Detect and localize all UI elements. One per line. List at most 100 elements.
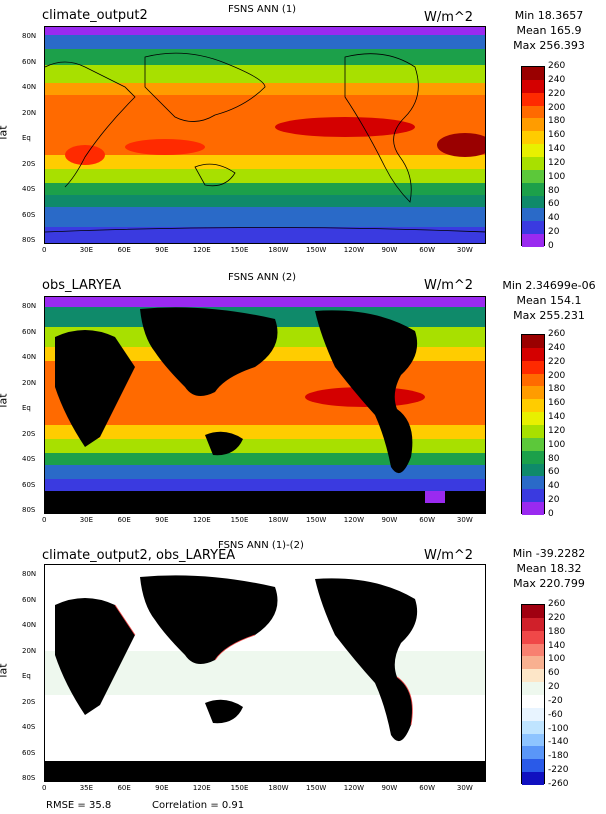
stat-mean: Mean 165.9 xyxy=(516,24,582,37)
lon-tick-label: 120E xyxy=(192,246,211,254)
y-axis-label: lat xyxy=(0,393,10,408)
lat-tick-label: 60N xyxy=(22,327,37,336)
panel-2-left-label: obs_LARYEA xyxy=(42,278,122,293)
lat-tick-label: 60N xyxy=(22,57,37,66)
lat-tick-label: Eq xyxy=(22,404,31,412)
colorbar-label: 240 xyxy=(548,342,566,353)
lat-tick-label: 20N xyxy=(22,108,37,117)
panel-3-title: FSNS ANN (1)-(2) xyxy=(218,540,304,551)
panel-1-title: FSNS ANN (1) xyxy=(228,4,297,15)
lon-tick-label: 180W xyxy=(268,784,289,792)
lon-tick-label: 0 xyxy=(42,784,47,792)
lon-tick-label: 60W xyxy=(419,784,436,792)
colorbar-label: 220 xyxy=(548,356,566,367)
colorbar-label: 180 xyxy=(548,626,566,637)
lat-tick-label: 20N xyxy=(22,378,37,387)
lat-tick-label: 40S xyxy=(22,723,36,731)
lon-tick-label: 30W xyxy=(456,784,473,792)
correlation-label: Correlation = 0.91 xyxy=(152,800,245,811)
lon-tick-label: 90E xyxy=(155,784,169,792)
colorbar-label: 100 xyxy=(548,439,566,450)
colorbar xyxy=(521,66,545,248)
lon-tick-label: 120W xyxy=(343,246,365,254)
colorbar-label: 200 xyxy=(548,102,566,113)
lon-tick-label: 30W xyxy=(456,516,473,524)
lon-tick-label: 90E xyxy=(155,516,169,524)
colorbar-label: 20 xyxy=(548,495,560,506)
colorbar-label: 60 xyxy=(548,467,560,478)
lat-tick-label: 60S xyxy=(22,748,36,757)
colorbar-label: 140 xyxy=(548,640,566,651)
lat-tick-label: 40S xyxy=(22,455,36,463)
map-plot xyxy=(44,26,486,244)
panel-2: obs_LARYEA FSNS ANN (2) W/m^2 Min 2.3469… xyxy=(0,270,606,538)
lon-tick-label: 60E xyxy=(117,246,131,254)
lat-tick-label: 40N xyxy=(22,621,37,629)
lon-tick-label: 30E xyxy=(79,516,94,524)
colorbar-label: 220 xyxy=(548,88,566,99)
panel-3-units: W/m^2 xyxy=(424,548,474,563)
colorbar-label: 80 xyxy=(548,185,560,196)
colorbar-label: 160 xyxy=(548,130,566,141)
colorbar-label: 140 xyxy=(548,412,566,423)
lon-tick-label: 150W xyxy=(306,784,327,792)
lat-tick-label: 60S xyxy=(22,210,36,219)
colorbar-label: 60 xyxy=(548,199,560,210)
lon-tick-label: 60W xyxy=(419,516,436,524)
y-axis-label: lat xyxy=(0,125,10,140)
lat-tick-label: 60S xyxy=(22,480,36,489)
lat-tick-label: 80S xyxy=(22,774,36,782)
lon-tick-label: 120E xyxy=(192,516,211,524)
colorbar-label: -60 xyxy=(548,709,563,720)
lon-tick-label: 90W xyxy=(381,784,398,792)
colorbar-label: 120 xyxy=(548,157,566,168)
colorbar-label: -220 xyxy=(548,765,569,776)
lon-tick-label: 90E xyxy=(155,246,169,254)
colorbar-label: 260 xyxy=(548,329,566,339)
lon-tick-label: 180W xyxy=(268,246,289,254)
colorbar-label: 240 xyxy=(548,74,566,85)
panel-1-stats: Min 18.3657 Mean 165.9 Max 256.393 xyxy=(494,8,604,53)
colorbar-label: 80 xyxy=(548,453,560,464)
colorbar-label: 20 xyxy=(548,227,560,238)
lon-tick-label: 150W xyxy=(306,516,327,524)
lon-tick-label: 150E xyxy=(230,516,249,524)
lon-tick-label: 30E xyxy=(79,246,94,254)
colorbar-label: 140 xyxy=(548,144,566,155)
lon-tick-label: 180W xyxy=(268,516,289,524)
panel-1: climate_output2 FSNS ANN (1) W/m^2 Min 1… xyxy=(0,0,606,270)
stat-max: Max 220.799 xyxy=(513,577,585,590)
lat-tick-label: 60N xyxy=(22,595,37,604)
panel-3: climate_output2, obs_LARYEA FSNS ANN (1)… xyxy=(0,538,606,814)
stat-mean: Mean 18.32 xyxy=(516,562,582,575)
colorbar-label: -180 xyxy=(548,751,569,762)
map-field xyxy=(45,297,485,513)
panel-1-left-label: climate_output2 xyxy=(42,8,148,23)
colorbar-label: -260 xyxy=(548,779,569,789)
map-field xyxy=(45,27,485,243)
colorbar-label: 220 xyxy=(548,612,566,623)
colorbar-label: 100 xyxy=(548,171,566,182)
colorbar-label: 40 xyxy=(548,481,560,492)
lon-tick-label: 35E xyxy=(79,784,94,792)
lon-tick-label: 150W xyxy=(306,246,327,254)
lat-tick-label: 80N xyxy=(22,302,37,310)
stat-max: Max 255.231 xyxy=(513,309,585,322)
colorbar-label: 180 xyxy=(548,116,566,127)
lat-tick-label: 80S xyxy=(22,506,36,514)
panel-3-left-label: climate_output2, obs_LARYEA xyxy=(42,548,236,563)
map-plot xyxy=(44,296,486,514)
colorbar-label: -100 xyxy=(548,723,569,734)
rmse-label: RMSE = 35.8 xyxy=(46,800,112,811)
lon-tick-label: 60W xyxy=(419,246,436,254)
stat-min: Min 18.3657 xyxy=(514,9,584,22)
panel-2-stats: Min 2.34699e-06 Mean 154.1 Max 255.231 xyxy=(494,278,604,323)
lon-tick-label: 120W xyxy=(343,516,365,524)
stat-min: Min -39.2282 xyxy=(512,547,586,560)
lat-tick-label: 20S xyxy=(22,697,36,706)
lon-tick-label: 120E xyxy=(192,784,211,792)
lat-tick-label: Eq xyxy=(22,134,31,142)
lat-tick-label: 40N xyxy=(22,353,37,361)
stat-min: Min 2.34699e-06 xyxy=(502,279,596,292)
colorbar-label: 60 xyxy=(548,668,560,679)
